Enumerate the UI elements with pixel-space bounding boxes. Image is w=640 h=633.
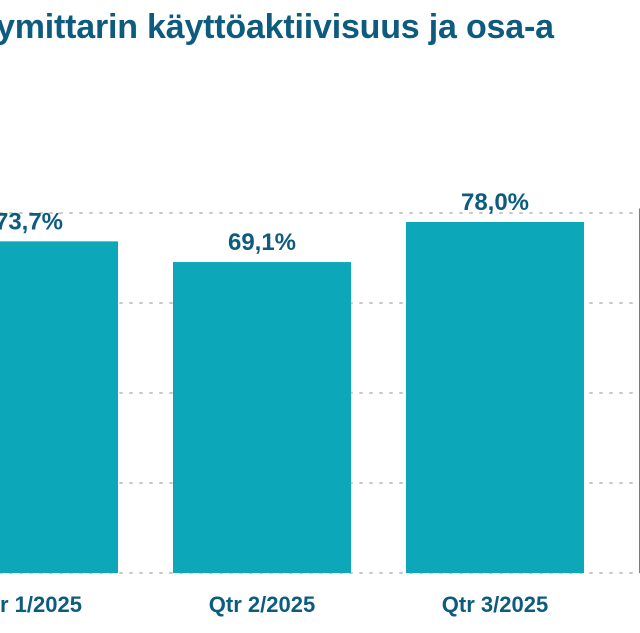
- category-label: r 1/2025: [0, 592, 82, 617]
- category-label: Qtr 2/2025: [209, 592, 315, 617]
- chart-title: ymittarin käyttöaktiivisuus ja osa-a: [0, 8, 554, 46]
- data-label: 69,1%: [228, 229, 296, 256]
- category-label: Qtr 3/2025: [442, 592, 548, 617]
- data-label: 78,0%: [461, 189, 529, 216]
- bar: [0, 241, 118, 573]
- bar: [406, 222, 584, 573]
- data-label: 73,7%: [0, 208, 63, 235]
- labels: 73,7% r 1/2025 69,1% Qtr 2/2025 78,0% Qtr 3/2…: [0, 189, 548, 617]
- bar: [173, 262, 351, 573]
